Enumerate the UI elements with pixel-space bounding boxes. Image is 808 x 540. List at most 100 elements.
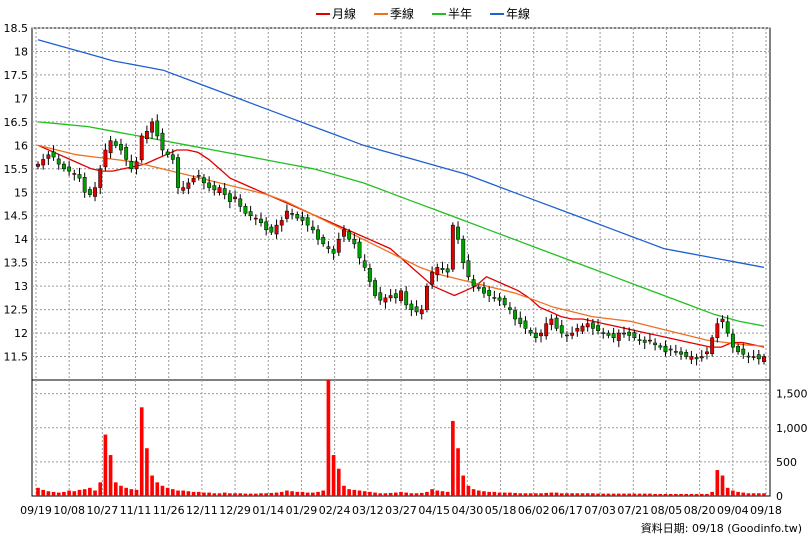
volume-bar [482, 491, 486, 496]
volume-bar [523, 493, 528, 496]
candle-body [212, 185, 217, 191]
volume-bar [202, 492, 206, 496]
volume-bar [82, 489, 87, 496]
date-tick-label: 09/18 [750, 504, 782, 517]
candle-body [497, 297, 502, 301]
candle-body [93, 187, 97, 197]
volume-bar [186, 491, 191, 496]
volume-bar [196, 491, 201, 496]
candle-body [77, 174, 82, 179]
volume-bar [404, 492, 409, 496]
volume-bar [145, 448, 149, 496]
candle-body [668, 348, 673, 351]
ma-quarterly-line [37, 144, 765, 347]
date-tick-label: 11/11 [120, 504, 152, 517]
candle-body [399, 290, 403, 301]
candle-body [513, 310, 518, 320]
candle-body [238, 198, 243, 207]
price-tick-label: 15.5 [4, 163, 29, 176]
legend: 月線 季線 半年 年線 [316, 6, 530, 21]
date-tick-label: 05/18 [485, 504, 517, 517]
candle-body [393, 293, 398, 299]
candle-body [336, 238, 341, 253]
date-tick-label: 08/20 [684, 504, 716, 517]
candle-body [435, 267, 440, 276]
volume-bar [741, 492, 746, 496]
volume-bar [591, 493, 595, 496]
candle-body [98, 168, 103, 188]
volume-bar [248, 493, 253, 496]
candle-body [476, 286, 481, 289]
candle-body [554, 317, 559, 329]
volume-bar [238, 493, 243, 496]
candle-body [705, 351, 709, 354]
volume-bar [362, 491, 367, 496]
volume-bar [409, 493, 414, 496]
volume-bar [342, 485, 346, 496]
volume-bar [580, 493, 585, 496]
volume-bar [663, 493, 668, 496]
candle-body [601, 332, 606, 334]
price-tick-label: 14 [14, 233, 28, 246]
volume-bar [559, 493, 564, 496]
volume-bar [368, 491, 372, 496]
candle-body [699, 356, 704, 359]
volume-bar [461, 475, 466, 496]
candle-body [756, 354, 761, 360]
volume-bar [710, 491, 714, 496]
date-tick-label: 10/08 [53, 504, 85, 517]
candle-body [533, 332, 538, 339]
volume-bar [222, 492, 227, 496]
price-tick-label: 15 [14, 186, 28, 199]
volume-series [36, 380, 766, 496]
volume-bar [264, 493, 268, 496]
volume-bar [93, 490, 97, 496]
price-tick-label: 13 [14, 280, 28, 293]
volume-bar [243, 493, 248, 496]
price-tick-label: 12.5 [4, 304, 29, 317]
price-tick-label: 17.5 [4, 69, 29, 82]
volume-bar [725, 487, 730, 496]
candle-body [611, 333, 616, 339]
volume-bar [430, 489, 434, 496]
volume-tick-label: 1,500 [776, 388, 808, 401]
volume-bar [113, 482, 118, 496]
volume-bar [456, 448, 460, 496]
volume-bar [539, 493, 543, 496]
volume-bar [316, 491, 320, 496]
candle-body [326, 246, 331, 249]
volume-tick-label: 500 [776, 456, 797, 469]
candle-body [300, 216, 305, 221]
source-note: 資料日期: 09/18 (Goodinfo.tw) [641, 521, 802, 535]
price-tick-label: 14.5 [4, 210, 29, 223]
candle-body [181, 187, 186, 191]
candle-body [388, 295, 393, 299]
volume-bar [207, 492, 211, 496]
volume-bar [492, 491, 497, 496]
candle-body [352, 238, 357, 245]
volume-bar [622, 493, 626, 496]
candle-body [331, 249, 336, 254]
candle-body [186, 182, 191, 189]
candle-body [243, 206, 248, 214]
price-tick-label: 11.5 [4, 351, 29, 364]
candle-body [487, 290, 492, 296]
candle-body [559, 325, 564, 334]
volume-bar [321, 490, 326, 496]
candle-body [606, 332, 611, 336]
date-tick-label: 03/27 [385, 504, 417, 517]
candle-body [155, 120, 160, 137]
candle-body [637, 339, 642, 341]
date-tick-label: 01/14 [252, 504, 284, 517]
volume-bar [632, 493, 637, 496]
volume-bar [134, 489, 139, 496]
candle-body [191, 177, 196, 183]
volume-bar [668, 493, 673, 496]
date-tick-label: 04/30 [452, 504, 484, 517]
candle-body [41, 159, 46, 166]
volume-bar [176, 490, 180, 496]
candle-body [362, 260, 367, 268]
candle-body [424, 285, 429, 310]
candle-body [176, 157, 180, 188]
candle-body [647, 339, 652, 342]
